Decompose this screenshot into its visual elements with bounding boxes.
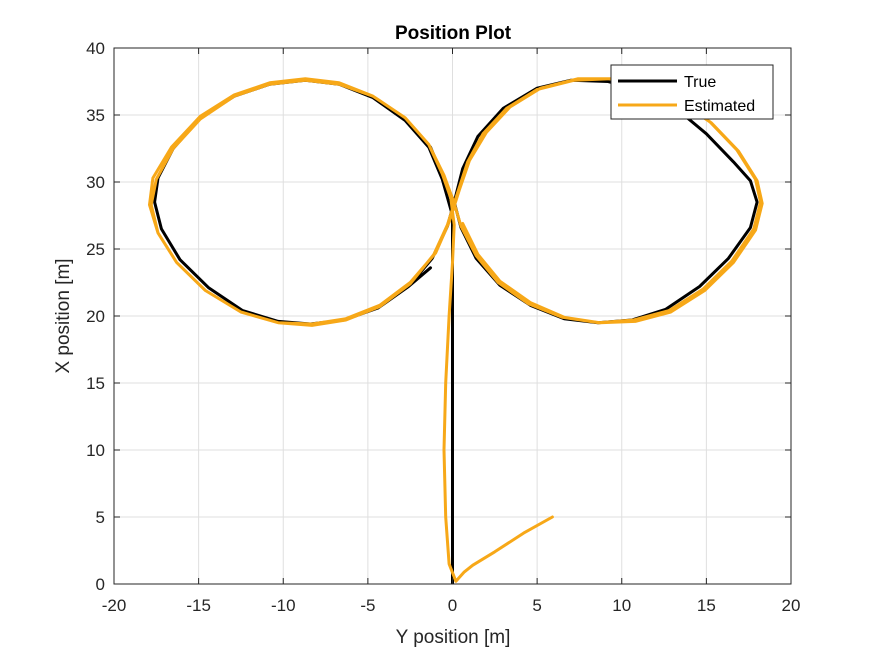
legend: True Estimated xyxy=(610,64,774,120)
y-tick-label: 20 xyxy=(86,307,105,326)
y-tick-label: 35 xyxy=(86,106,105,125)
x-tick-label: -20 xyxy=(102,596,127,615)
y-tick-label: 0 xyxy=(96,575,105,594)
plot-series-layer xyxy=(148,77,764,584)
y-tick-label: 40 xyxy=(86,39,105,58)
x-tick-label: 10 xyxy=(612,596,631,615)
y-tick-label: 10 xyxy=(86,441,105,460)
axis-ticks: -20 -15 -10 -5 0 5 10 15 20 0 5 10 15 20 25 30 35 40 xyxy=(86,39,800,615)
series-line-estimated xyxy=(148,77,764,583)
x-tick-label: -5 xyxy=(360,596,375,615)
legend-box xyxy=(610,64,774,120)
y-tick-label: 30 xyxy=(86,173,105,192)
y-tick-label: 25 xyxy=(86,240,105,259)
legend-label-estimated: Estimated xyxy=(684,98,755,115)
y-tick-label: 15 xyxy=(86,374,105,393)
x-axis-label: Y position [m] xyxy=(396,627,511,648)
x-tick-label: 15 xyxy=(697,596,716,615)
y-tick-label: 5 xyxy=(96,508,105,527)
series-line-true xyxy=(153,78,759,584)
x-tick-label: -10 xyxy=(271,596,296,615)
chart-title: Position Plot xyxy=(395,23,512,44)
x-tick-label: 5 xyxy=(532,596,541,615)
y-axis-label: X position [m] xyxy=(53,258,74,373)
legend-label-true: True xyxy=(684,74,716,91)
x-tick-label: 20 xyxy=(782,596,801,615)
x-tick-label: 0 xyxy=(448,596,457,615)
x-tick-label: -15 xyxy=(186,596,211,615)
